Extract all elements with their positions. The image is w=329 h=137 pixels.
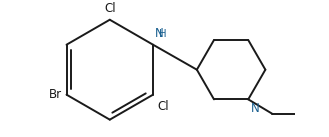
Text: N: N [155,27,164,40]
Text: H: H [159,28,167,38]
Text: N: N [251,102,260,115]
Text: Cl: Cl [158,100,169,113]
Text: Br: Br [49,88,62,101]
Text: Cl: Cl [104,2,115,15]
